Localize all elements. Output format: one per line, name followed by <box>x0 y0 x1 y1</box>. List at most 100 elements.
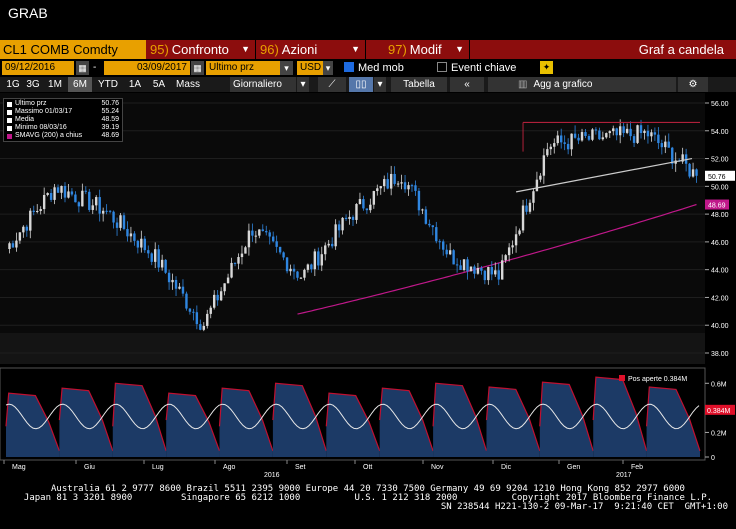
oi-legend-label: Pos aperte 0.384M <box>628 376 687 383</box>
agg-grafico-button[interactable]: ▥ Agg a grafico <box>488 77 676 92</box>
chevron-down-icon[interactable]: ▾ <box>280 61 293 75</box>
candle-body <box>147 250 150 254</box>
candle-body <box>46 193 49 195</box>
candle-body <box>254 235 258 237</box>
candle-body <box>577 137 580 141</box>
candle-body <box>414 185 417 191</box>
oi-line <box>218 387 274 452</box>
oi-line <box>112 382 167 452</box>
chevron-down-icon[interactable]: ▾ <box>297 77 309 92</box>
med-mob-checkbox[interactable] <box>344 62 354 72</box>
candle-body <box>490 267 493 275</box>
candle-body <box>181 286 185 294</box>
candle-body <box>327 243 330 246</box>
candle-body <box>174 279 178 289</box>
legend-swatch <box>7 101 12 107</box>
x-tick-label: Nov <box>431 464 444 471</box>
candle-body <box>292 268 296 272</box>
candle-body <box>202 325 205 330</box>
period-tab-5a[interactable]: 5A <box>152 79 166 90</box>
candle-body <box>285 257 289 272</box>
candle-body <box>671 147 674 164</box>
period-tab-mass[interactable]: Mass <box>176 79 200 90</box>
candle-body <box>455 264 459 266</box>
period-tab-6m[interactable]: 6M <box>68 77 92 92</box>
chart-type-title: Graf a candela <box>638 42 724 57</box>
currency-select[interactable]: USD <box>297 61 323 75</box>
chevron-down-icon: ▼ <box>351 44 360 54</box>
azioni-menu[interactable]: 96) Azioni ▼ <box>260 40 364 59</box>
chevron-down-icon[interactable]: ▾ <box>323 61 333 75</box>
period-tab-ytd[interactable]: YTD <box>98 79 118 90</box>
confronto-menu[interactable]: 95) Confronto ▼ <box>150 40 254 59</box>
tabella-button[interactable]: Tabella <box>391 77 447 92</box>
period-tab-1m[interactable]: 1M <box>48 79 62 90</box>
sma-price-tag <box>705 199 729 210</box>
modif-menu[interactable]: 97) Modif ▼ <box>388 40 468 59</box>
candle-body <box>393 173 396 184</box>
candle-body <box>452 250 455 265</box>
line-chart-icon[interactable]: ⟋ <box>318 77 346 92</box>
period-tab-3g[interactable]: 3G <box>26 79 40 90</box>
candle-body <box>251 230 254 236</box>
candle-body <box>608 131 611 134</box>
candle-body <box>539 175 542 180</box>
candle-body <box>282 252 285 258</box>
oi-tick-label: 0 <box>711 455 715 462</box>
calendar-icon[interactable]: ▦ <box>76 61 89 75</box>
candle-body <box>42 194 46 210</box>
eventi-checkbox[interactable] <box>437 62 447 72</box>
price-chart[interactable]: 50.76 48.69 56.00 54.00 52.00 50.00 48.00 46.0… <box>0 93 736 483</box>
divider <box>469 40 470 59</box>
candle-chart-icon[interactable]: ▯▯ <box>349 77 373 92</box>
candle-body <box>36 210 39 212</box>
candle-body <box>206 313 209 326</box>
candle-body <box>580 132 584 141</box>
candle-body <box>11 243 15 248</box>
y-tick-label: 44.00 <box>711 268 729 275</box>
candle-body <box>56 187 60 193</box>
candle-body <box>49 193 53 200</box>
chevron-down-icon: ▼ <box>241 44 250 54</box>
end-date-field[interactable]: 03/09/2017 <box>104 61 190 75</box>
x-tick-label: Giu <box>84 464 95 471</box>
frequency-select[interactable]: Giornaliero <box>230 77 296 92</box>
legend-row: Ultimo prz 50.76 <box>7 100 119 108</box>
period-tab-1a[interactable]: 1A <box>128 79 142 90</box>
candle-body <box>546 149 549 156</box>
double-chevron-left-icon[interactable]: « <box>450 77 484 92</box>
candle-body <box>157 249 160 268</box>
candle-body <box>112 211 115 223</box>
start-date-field[interactable]: 09/12/2016 <box>2 61 74 75</box>
oi-line <box>165 392 221 452</box>
candle-body <box>563 142 566 144</box>
candle-body <box>209 307 212 314</box>
legend-label: SMAVG (200) a chius <box>15 132 83 139</box>
candle-body <box>646 130 650 137</box>
candle-body <box>376 188 379 192</box>
candle-body <box>653 132 657 135</box>
lightbulb-icon[interactable]: ✦ <box>540 61 553 74</box>
gear-icon[interactable]: ⚙ <box>678 77 708 92</box>
divider <box>365 40 366 59</box>
candle-body <box>129 233 133 237</box>
chevron-down-icon[interactable]: ▾ <box>374 77 386 92</box>
candle-body <box>424 209 428 224</box>
price-field-select[interactable]: Ultimo prz <box>206 61 280 75</box>
ticker-field[interactable]: CL1 COMB Comdty <box>0 40 146 59</box>
candle-body <box>657 134 660 144</box>
candle-body <box>74 194 77 203</box>
candle-body <box>348 216 351 220</box>
candle-body <box>542 155 546 176</box>
period-tab-1g[interactable]: 1G <box>6 79 20 90</box>
candle-body <box>421 209 424 211</box>
oi-tick-label: 0.2M <box>711 430 727 437</box>
oi-line <box>646 386 701 452</box>
calendar-icon[interactable]: ▦ <box>191 61 204 75</box>
candle-body <box>91 205 94 210</box>
candle-body <box>400 182 403 184</box>
menu-number: 95) <box>150 42 169 57</box>
candle-body <box>386 179 389 189</box>
candle-body <box>219 291 223 301</box>
candle-body <box>60 185 63 193</box>
